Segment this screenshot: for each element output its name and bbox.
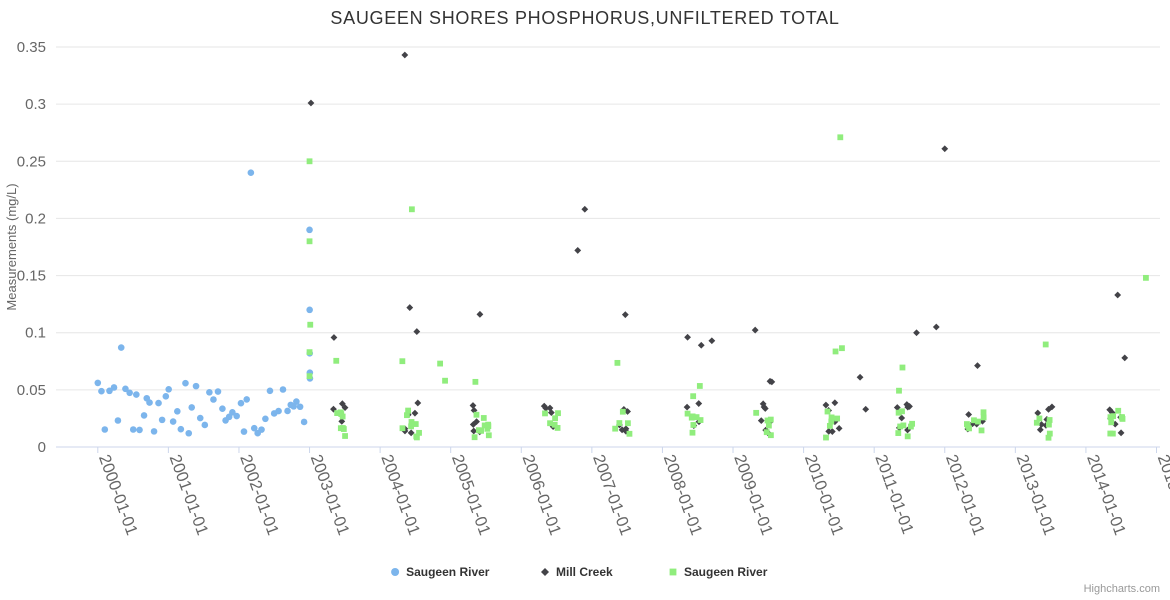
svg-text:SAUGEEN SHORES PHOSPHORUS,UNFI: SAUGEEN SHORES PHOSPHORUS,UNFILTERED TOT…	[330, 8, 839, 28]
svg-text:0: 0	[38, 439, 46, 456]
svg-text:Mill Creek: Mill Creek	[556, 565, 613, 579]
svg-text:0.2: 0.2	[25, 210, 46, 227]
svg-text:0.1: 0.1	[25, 325, 46, 342]
svg-text:Saugeen River: Saugeen River	[684, 565, 768, 579]
svg-text:Highcharts.com: Highcharts.com	[1084, 583, 1160, 595]
svg-text:0.35: 0.35	[17, 39, 46, 56]
svg-text:0.15: 0.15	[17, 268, 46, 285]
svg-text:0.25: 0.25	[17, 153, 46, 170]
svg-text:0.05: 0.05	[17, 382, 46, 399]
svg-text:0.3: 0.3	[25, 96, 46, 113]
svg-text:Measurements (mg/L): Measurements (mg/L)	[4, 183, 19, 310]
svg-text:Saugeen River: Saugeen River	[406, 565, 490, 579]
